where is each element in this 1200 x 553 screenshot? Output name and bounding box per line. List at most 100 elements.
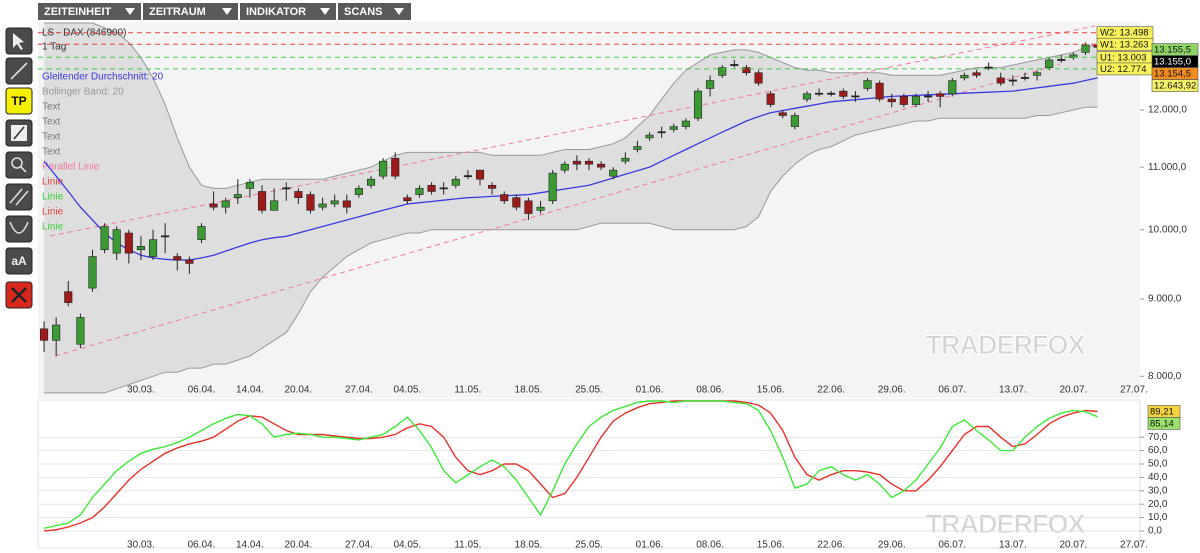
candle-body — [233, 194, 242, 198]
parallel-icon — [15, 190, 29, 206]
candle-body — [742, 67, 751, 74]
candle-body — [221, 200, 230, 208]
x-tick-label: 20.07. — [1059, 385, 1087, 396]
value-label-box — [1151, 79, 1199, 92]
tool-panel: TP aA — [5, 27, 33, 309]
candle-body — [560, 163, 569, 171]
level-label: U1: 13.003 — [1100, 52, 1146, 63]
candle-body — [863, 80, 872, 89]
watermark: TRADERFOX — [926, 509, 1086, 539]
curve-icon — [9, 221, 29, 234]
x-tick-label: 06.04. — [188, 385, 216, 396]
candle-body — [621, 157, 630, 162]
y-tick-label: 11.000,0 — [1148, 162, 1187, 173]
candle-body — [197, 226, 206, 240]
channel-line — [49, 25, 1096, 237]
x-tick-label: 29.06. — [878, 540, 906, 551]
candle-body — [512, 197, 521, 208]
candle-body — [1020, 77, 1030, 79]
tool-button[interactable] — [5, 151, 33, 179]
x-tick-label: 22.06. — [817, 385, 845, 396]
x-tick-label: 08.06. — [696, 385, 724, 396]
x-tick-label: 22.06. — [817, 540, 845, 551]
y-tick-label: 40,0 — [1148, 472, 1168, 483]
candle-body — [342, 200, 351, 208]
x-tick-label: 11.05. — [454, 540, 481, 551]
tool-button[interactable] — [5, 247, 33, 275]
y-tick-label: 60,0 — [1148, 445, 1168, 456]
candle-body — [245, 181, 254, 189]
y-tick-label: 10,0 — [1148, 512, 1168, 523]
x-tick-label: 20.07. — [1059, 540, 1087, 551]
parallel-icon — [9, 188, 23, 204]
watermarks: TRADERFOX TRADERFOX — [925, 330, 1087, 540]
legend-entry: Linie — [42, 192, 64, 203]
candle-body — [100, 226, 109, 251]
legend-entry: Text — [42, 132, 61, 143]
x-tick-label: 11.05. — [454, 385, 481, 396]
candle-body — [88, 256, 97, 289]
tool-button[interactable] — [5, 87, 33, 115]
level-label: U2: 12.774 — [1100, 64, 1146, 75]
value-label-box — [1147, 417, 1181, 430]
value-label: 85,14 — [1150, 418, 1174, 429]
candle-body — [354, 188, 363, 195]
candle-body — [282, 187, 291, 190]
x-tick-label: 06.07. — [938, 540, 966, 551]
zoom-icon — [11, 157, 23, 169]
legend-entry: Linie — [42, 207, 64, 218]
candle-body — [899, 96, 908, 105]
candle-body — [996, 77, 1005, 84]
timeframe: 1 Tag — [42, 42, 66, 53]
candle-body — [815, 92, 824, 95]
candle-body — [1081, 44, 1090, 53]
candle-body — [451, 178, 460, 186]
candle-body — [827, 92, 836, 95]
x-tick-label: 25.05. — [575, 385, 603, 396]
x-tick-label: 20.04. — [284, 385, 312, 396]
candle-body — [112, 229, 121, 254]
dropdown-arrow — [125, 8, 135, 15]
candle-body — [669, 126, 678, 130]
candle-body — [185, 259, 194, 264]
legend-entry: Gleitender Durchschnitt: 20 — [42, 72, 164, 83]
menu-button[interactable] — [38, 3, 141, 20]
x-tick-label: 18.05. — [515, 540, 543, 551]
x-tick-label: 08.06. — [696, 540, 724, 551]
moving-average — [43, 77, 1098, 261]
tool-label: TP — [11, 94, 26, 108]
candle-body — [76, 317, 85, 345]
candle-body — [488, 184, 497, 189]
x-tick-label: 18.05. — [515, 385, 543, 396]
y-tick-label: 0,0 — [1148, 526, 1162, 537]
x-tick-label: 15.06. — [757, 540, 785, 551]
tool-button[interactable] — [5, 183, 33, 211]
tool-button[interactable] — [5, 215, 33, 243]
x-tick-label: 27.07. — [1120, 540, 1148, 551]
candle-body — [306, 194, 315, 211]
menu-button[interactable] — [143, 3, 238, 20]
x-tick-label: 25.05. — [575, 540, 603, 551]
oscillator-line — [44, 400, 1098, 532]
candle-body — [960, 75, 969, 79]
candle-body — [330, 200, 339, 205]
candle-body — [875, 82, 884, 100]
candle-body — [597, 163, 606, 168]
candle-body — [209, 203, 218, 208]
x-tick-label: 13.07. — [999, 540, 1027, 551]
candle-body — [391, 157, 400, 177]
candle-body — [984, 66, 993, 69]
candle-body — [536, 206, 545, 211]
menu-button[interactable] — [338, 3, 411, 20]
candle-body — [270, 200, 279, 211]
channel-line — [54, 63, 1061, 357]
candle-body — [415, 188, 424, 195]
y-tick-label: 10.000,0 — [1148, 224, 1187, 235]
value-label: 89,21 — [1150, 406, 1174, 417]
menu-button[interactable] — [240, 3, 336, 20]
candle-body — [730, 64, 739, 66]
candle-body — [609, 169, 618, 177]
x-tick-label: 06.07. — [938, 385, 966, 396]
tool-label: aA — [11, 254, 27, 268]
candle-body — [52, 324, 61, 341]
